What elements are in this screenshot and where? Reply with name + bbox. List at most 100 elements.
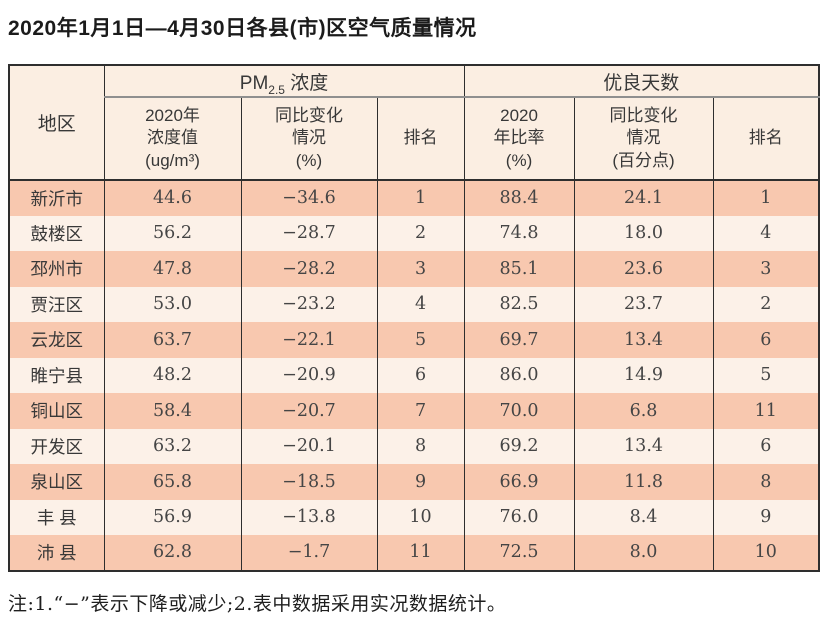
days-change-cell: 23.7 xyxy=(573,286,714,322)
header-line: 排名 xyxy=(748,128,783,148)
pm-change-cell: −18.5 xyxy=(240,464,378,500)
header-days-rank: 排名 xyxy=(712,97,820,181)
days-rank-cell: 3 xyxy=(712,251,820,287)
header-line: 情况 xyxy=(292,128,326,148)
pm-change-cell: −28.2 xyxy=(240,251,378,287)
pm-change-cell: −34.6 xyxy=(240,180,378,216)
table-row: 新沂市 44.6 −34.6 1 88.4 24.1 1 xyxy=(8,180,820,216)
pm-value-cell: 48.2 xyxy=(103,357,242,393)
table-row: 邳州市 47.8 −28.2 3 85.1 23.6 3 xyxy=(8,251,820,287)
pm-value-cell: 62.8 xyxy=(103,535,242,571)
pm-rank-cell: 10 xyxy=(376,499,465,535)
page-title: 2020年1月1日—4月30日各县(市)区空气质量情况 xyxy=(8,17,477,40)
days-change-cell: 18.0 xyxy=(573,215,714,251)
header-pm-change: 同比变化 情况 (%) xyxy=(240,97,378,181)
days-rate-cell: 70.0 xyxy=(463,393,575,429)
table-row: 开发区 63.2 −20.1 8 69.2 13.4 6 xyxy=(8,428,820,464)
pm-rank-cell: 3 xyxy=(376,251,465,287)
table-row: 丰 县 56.9 −13.8 10 76.0 8.4 9 xyxy=(8,499,820,535)
pm-rank-cell: 9 xyxy=(376,464,465,500)
table-row: 云龙区 63.7 −22.1 5 69.7 13.4 6 xyxy=(8,322,820,358)
days-change-cell: 8.4 xyxy=(573,499,714,535)
header-line: 排名 xyxy=(403,128,438,148)
days-rate-cell: 82.5 xyxy=(463,286,575,322)
header-line: 2020年 xyxy=(145,106,200,126)
pm-rank-cell: 5 xyxy=(376,322,465,358)
header-days-change: 同比变化 情况 (百分点) xyxy=(573,97,714,181)
header-line: 同比变化 xyxy=(275,106,343,126)
pm-rank-cell: 7 xyxy=(376,393,465,429)
header-pm-rank: 排名 xyxy=(376,97,465,181)
days-change-cell: 11.8 xyxy=(573,464,714,500)
header-line: (%) xyxy=(505,150,533,170)
header-region: 地区 xyxy=(8,65,105,181)
header-line: 情况 xyxy=(626,128,661,148)
header-line: (ug/m³) xyxy=(145,150,200,170)
pm-value-cell: 56.9 xyxy=(103,499,242,535)
pm-change-cell: −28.7 xyxy=(240,215,378,251)
pm-value-cell: 47.8 xyxy=(103,251,242,287)
pm-change-cell: −13.8 xyxy=(240,499,378,535)
header-pm-value: 2020年 浓度值 (ug/m³) xyxy=(103,97,242,181)
pm-change-cell: −1.7 xyxy=(240,535,378,571)
pm-rank-cell: 11 xyxy=(376,535,465,571)
table-row: 贾汪区 53.0 −23.2 4 82.5 23.7 2 xyxy=(8,286,820,322)
days-rank-cell: 6 xyxy=(712,428,820,464)
pm-value-cell: 56.2 xyxy=(103,215,242,251)
pm-value-cell: 65.8 xyxy=(103,464,242,500)
pm-rank-cell: 2 xyxy=(376,215,465,251)
table-row: 泉山区 65.8 −18.5 9 66.9 11.8 8 xyxy=(8,464,820,500)
days-rate-cell: 72.5 xyxy=(463,535,575,571)
days-rank-cell: 1 xyxy=(712,180,820,216)
table-row: 沛 县 62.8 −1.7 11 72.5 8.0 10 xyxy=(8,535,820,571)
table-row: 鼓楼区 56.2 −28.7 2 74.8 18.0 4 xyxy=(8,215,820,251)
header-days-rate: 2020 年比率 (%) xyxy=(463,97,575,181)
header-line: (百分点) xyxy=(612,150,675,170)
days-rate-cell: 69.2 xyxy=(463,428,575,464)
days-change-cell: 6.8 xyxy=(573,393,714,429)
region-cell: 贾汪区 xyxy=(8,286,105,322)
region-cell: 新沂市 xyxy=(8,180,105,216)
days-rate-cell: 74.8 xyxy=(463,215,575,251)
days-rate-cell: 88.4 xyxy=(463,180,575,216)
table-row: 铜山区 58.4 −20.7 7 70.0 6.8 11 xyxy=(8,393,820,429)
days-rank-cell: 2 xyxy=(712,286,820,322)
days-rank-cell: 6 xyxy=(712,322,820,358)
days-rate-cell: 66.9 xyxy=(463,464,575,500)
days-rate-cell: 85.1 xyxy=(463,251,575,287)
table-body: 新沂市 44.6 −34.6 1 88.4 24.1 1 鼓楼区 56.2 −28.7 2 74.8 1… xyxy=(8,180,820,571)
pm-change-cell: −20.7 xyxy=(240,393,378,429)
region-cell: 铜山区 xyxy=(8,393,105,429)
header-line: 年比率 xyxy=(493,128,545,148)
pm-value-cell: 63.7 xyxy=(103,322,242,358)
region-cell: 开发区 xyxy=(8,428,105,464)
page: 2020年1月1日—4月30日各县(市)区空气质量情况 地区 PM2.5 浓度 … xyxy=(0,12,825,632)
days-change-cell: 24.1 xyxy=(573,180,714,216)
pm-subscript: 2.5 xyxy=(268,82,285,97)
pm-value-cell: 63.2 xyxy=(103,428,242,464)
header-line: (%) xyxy=(295,150,323,170)
days-change-cell: 13.4 xyxy=(573,428,714,464)
pm-value-cell: 53.0 xyxy=(103,286,242,322)
days-change-cell: 14.9 xyxy=(573,357,714,393)
days-rate-cell: 76.0 xyxy=(463,499,575,535)
pm-rank-cell: 1 xyxy=(376,180,465,216)
header-group-pm25: PM2.5 浓度 xyxy=(103,65,465,98)
table-row: 睢宁县 48.2 −20.9 6 86.0 14.9 5 xyxy=(8,357,820,393)
region-cell: 睢宁县 xyxy=(8,357,105,393)
header-line: 同比变化 xyxy=(609,106,678,126)
region-cell: 云龙区 xyxy=(8,322,105,358)
days-rate-cell: 69.7 xyxy=(463,322,575,358)
days-change-cell: 23.6 xyxy=(573,251,714,287)
header-line: 浓度值 xyxy=(147,128,198,148)
days-rank-cell: 4 xyxy=(712,215,820,251)
header-sub-row: 2020年 浓度值 (ug/m³) 同比变化 情况 (%) 排名 2020 年比… xyxy=(9,97,820,181)
pm-rank-cell: 6 xyxy=(376,357,465,393)
pm-value-cell: 58.4 xyxy=(103,393,242,429)
header-line: 2020 xyxy=(500,106,538,126)
days-rank-cell: 9 xyxy=(712,499,820,535)
pm-rank-cell: 4 xyxy=(376,286,465,322)
days-change-cell: 13.4 xyxy=(573,322,714,358)
days-rank-cell: 11 xyxy=(712,393,820,429)
days-rank-cell: 5 xyxy=(712,357,820,393)
